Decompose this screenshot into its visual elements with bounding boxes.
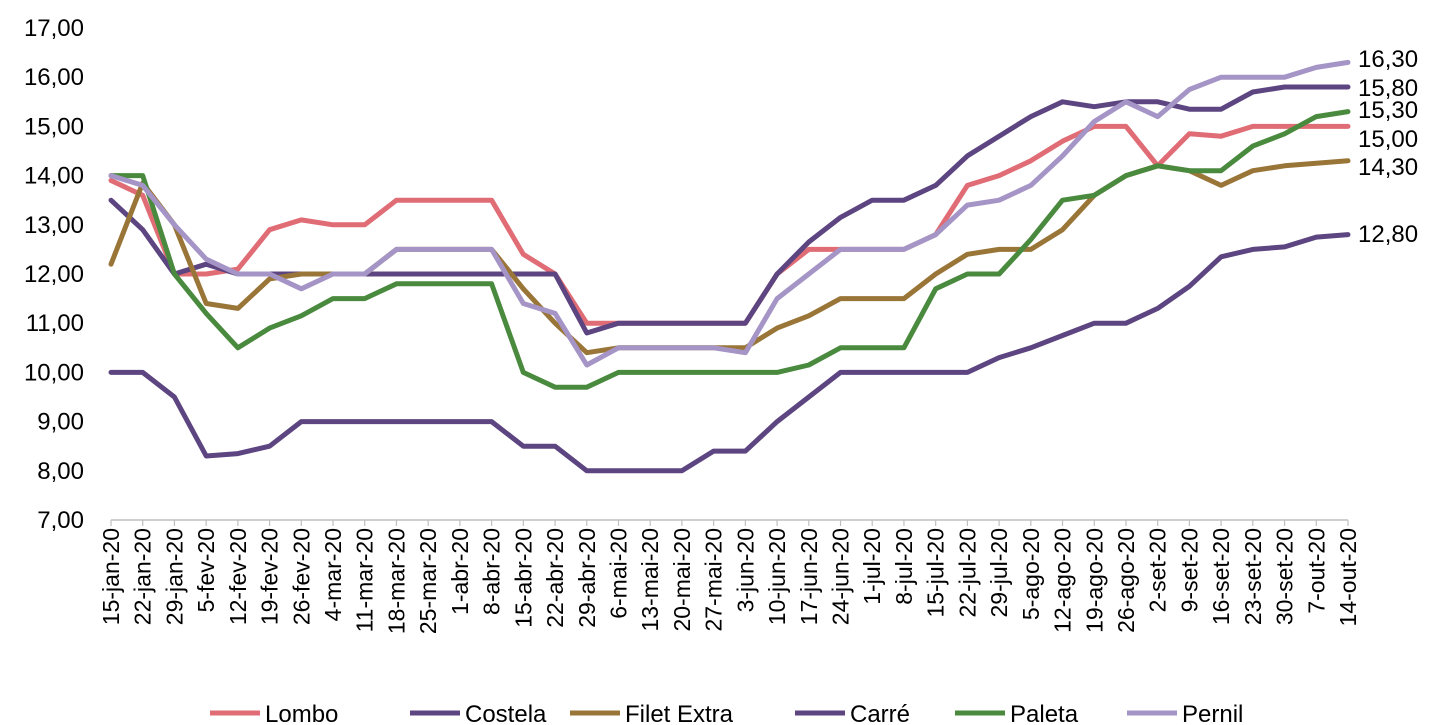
x-tick-label: 23-set-20 — [1240, 528, 1266, 625]
series-line-pernil — [108, 59, 1351, 368]
x-tick-label: 15-jul-20 — [923, 528, 949, 618]
x-tick-label: 15-jan-20 — [98, 528, 124, 625]
x-tick-label: 16-set-20 — [1208, 528, 1234, 625]
x-tick-label: 19-fev-20 — [257, 528, 283, 625]
legend-label: Filet Extra — [625, 701, 734, 725]
legend-label: Carré — [850, 701, 910, 725]
series-line-costela — [108, 84, 1351, 336]
y-tick-label: 14,00 — [24, 163, 84, 190]
x-tick-label: 29-abr-20 — [574, 528, 600, 628]
legend-label: Lombo — [265, 701, 338, 725]
x-tick-label: 29-jan-20 — [161, 528, 187, 625]
y-axis: 7,00 8,00 9,00 10,00 11,00 12,00 13,00 14,00 15,… — [24, 15, 84, 534]
y-tick-label: 15,00 — [24, 113, 84, 140]
x-tick-label: 1-jul-20 — [859, 528, 885, 605]
x-tick-label: 5-ago-20 — [1018, 528, 1044, 620]
y-tick-label: 8,00 — [37, 458, 84, 485]
x-tick-label: 10-jun-20 — [764, 528, 790, 625]
legend-label: Paleta — [1010, 701, 1079, 725]
x-tick-label: 26-ago-20 — [1113, 528, 1139, 633]
x-tick-label: 6-mai-20 — [605, 528, 631, 619]
end-value-label: 14,30 — [1358, 154, 1418, 181]
legend-label: Pernil — [1182, 701, 1243, 725]
x-tick-label: 1-abr-20 — [447, 528, 473, 615]
x-tick-label: 18-mar-20 — [383, 528, 409, 634]
x-tick-label: 22-jul-20 — [954, 528, 980, 618]
y-tick-label: 7,00 — [37, 507, 84, 534]
end-value-label: 16,30 — [1358, 46, 1418, 73]
x-tick-label: 29-jul-20 — [986, 528, 1012, 618]
y-tick-label: 16,00 — [24, 64, 84, 91]
x-tick-label: 12-ago-20 — [1050, 528, 1076, 633]
series-line-carr- — [108, 232, 1351, 474]
x-tick-label: 5-fev-20 — [193, 528, 219, 612]
x-tick-label: 25-mar-20 — [415, 528, 441, 634]
x-tick-label: 14-out-20 — [1335, 528, 1361, 626]
x-tick-label: 27-mai-20 — [701, 528, 727, 632]
y-tick-label: 12,00 — [24, 261, 84, 288]
x-tick-label: 13-mai-20 — [637, 528, 663, 632]
end-labels: 15,00 15,80 14,30 12,80 15,30 16,30 — [1358, 46, 1418, 248]
x-tick-label: 30-set-20 — [1272, 528, 1298, 625]
y-tick-label: 10,00 — [24, 359, 84, 386]
x-tick-label: 8-abr-20 — [479, 528, 505, 615]
x-tick-label: 9-set-20 — [1176, 528, 1202, 612]
x-tick-label: 20-mai-20 — [669, 528, 695, 632]
end-value-label: 15,80 — [1358, 75, 1418, 102]
y-tick-label: 9,00 — [37, 409, 84, 436]
x-tick-label: 22-jan-20 — [130, 528, 156, 625]
x-tick-label: 7-out-20 — [1303, 528, 1329, 614]
y-tick-label: 11,00 — [26, 310, 84, 337]
x-tick-label: 4-mar-20 — [320, 528, 346, 621]
series-lines — [108, 59, 1351, 474]
x-tick-label: 11-mar-20 — [352, 528, 378, 632]
x-tick-label: 17-jun-20 — [796, 528, 822, 625]
x-tick-label: 26-fev-20 — [288, 528, 314, 625]
x-tick-label: 2-set-20 — [1145, 528, 1171, 612]
end-value-label: 15,00 — [1358, 126, 1418, 153]
legend-label: Costela — [465, 701, 547, 725]
y-tick-label: 13,00 — [24, 212, 84, 239]
x-tick-label: 12-fev-20 — [225, 528, 251, 625]
x-tick-label: 19-ago-20 — [1081, 528, 1107, 633]
x-tick-label: 22-abr-20 — [542, 528, 568, 628]
x-axis: 15-jan-20 22-jan-20 29-jan-20 5-fev-20 12-fe… — [98, 519, 1361, 634]
end-value-label: 15,30 — [1358, 97, 1418, 124]
legend: Lombo Costela Filet Extra Carré Paleta Pernil — [210, 701, 1243, 725]
x-tick-label: 15-abr-20 — [510, 528, 536, 628]
x-tick-label: 24-jun-20 — [828, 528, 854, 625]
end-value-label: 12,80 — [1358, 221, 1418, 248]
y-tick-label: 17,00 — [24, 15, 84, 42]
series-line-paleta — [108, 109, 1351, 390]
x-tick-label: 8-jul-20 — [891, 528, 917, 605]
x-tick-label: 3-jun-20 — [732, 528, 758, 612]
series-line-lombo — [108, 123, 1351, 326]
